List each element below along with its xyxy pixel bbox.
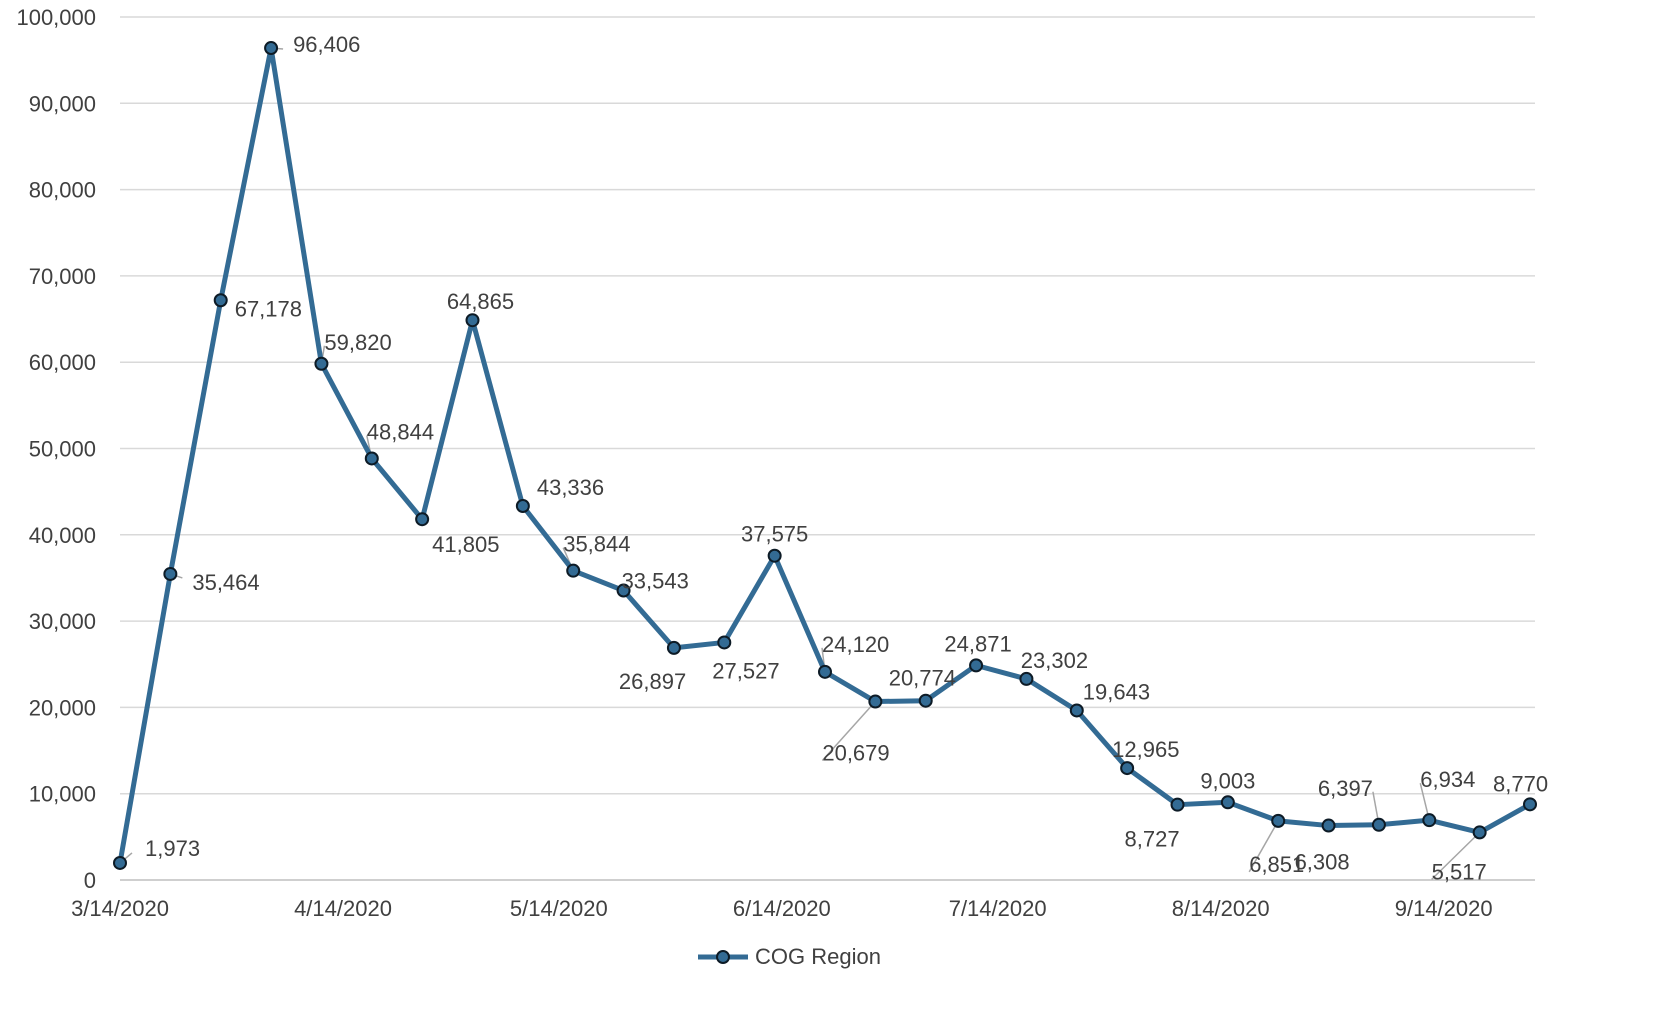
y-tick-label: 40,000 xyxy=(29,523,96,548)
data-point xyxy=(515,499,530,514)
data-label: 6,851 xyxy=(1249,852,1304,877)
y-tick-label: 0 xyxy=(84,868,96,893)
data-labels: 1,973 35,464 67,178 96,406 59,820 48,844 41,80… xyxy=(145,32,1548,884)
data-point xyxy=(616,583,631,598)
data-label: 41,805 xyxy=(432,532,499,557)
data-label: 5,517 xyxy=(1432,859,1487,884)
legend: COG Region xyxy=(698,944,881,969)
x-tick-label: 4/14/2020 xyxy=(294,896,392,921)
data-point xyxy=(465,313,480,328)
legend-marker-swatch xyxy=(716,950,730,964)
data-label: 8,727 xyxy=(1125,827,1180,852)
gridlines xyxy=(120,16,1535,795)
data-point xyxy=(1170,797,1185,812)
data-point xyxy=(868,694,883,709)
data-point xyxy=(113,855,127,870)
y-tick-label: 70,000 xyxy=(29,264,96,289)
data-label: 1,973 xyxy=(145,836,200,861)
data-label: 20,679 xyxy=(822,741,889,766)
data-point xyxy=(314,356,329,371)
series-markers xyxy=(113,41,1537,870)
data-point xyxy=(1220,795,1235,810)
x-tick-label: 7/14/2020 xyxy=(949,896,1047,921)
y-tick-label: 30,000 xyxy=(29,609,96,634)
data-label: 64,865 xyxy=(447,289,514,314)
data-point xyxy=(213,293,228,308)
label-leader-lines xyxy=(119,47,1481,880)
data-point xyxy=(1271,813,1286,828)
label-leader-line xyxy=(1248,820,1279,873)
y-tick-label: 10,000 xyxy=(29,782,96,807)
data-label: 6,934 xyxy=(1420,767,1475,792)
y-tick-label: 50,000 xyxy=(29,437,96,462)
data-label: 8,770 xyxy=(1493,771,1548,796)
data-point xyxy=(163,566,178,581)
data-label: 96,406 xyxy=(293,32,360,57)
data-label: 59,820 xyxy=(324,330,391,355)
data-label: 35,464 xyxy=(192,570,259,595)
data-label: 9,003 xyxy=(1200,768,1255,793)
y-tick-label: 60,000 xyxy=(29,350,96,375)
y-tick-label: 100,000 xyxy=(16,5,96,30)
data-point xyxy=(1069,703,1084,718)
x-axis-tick-labels: 3/14/2020 4/14/2020 5/14/2020 6/14/2020 7/14… xyxy=(71,896,1493,921)
x-tick-label: 3/14/2020 xyxy=(71,896,169,921)
data-label: 6,308 xyxy=(1295,850,1350,875)
x-tick-label: 9/14/2020 xyxy=(1395,896,1493,921)
data-point xyxy=(364,451,379,466)
data-label: 24,871 xyxy=(944,631,1011,656)
data-point xyxy=(264,41,279,56)
data-label: 19,643 xyxy=(1083,679,1150,704)
data-label: 43,336 xyxy=(537,475,604,500)
data-label: 67,178 xyxy=(235,296,302,321)
data-point xyxy=(818,664,832,679)
data-point xyxy=(1472,825,1487,840)
x-tick-label: 6/14/2020 xyxy=(733,896,831,921)
y-axis-tick-labels: 0 10,000 20,000 30,000 40,000 50,000 60,000 70,… xyxy=(16,5,96,893)
data-label: 27,527 xyxy=(712,658,779,683)
data-label: 35,844 xyxy=(563,532,630,557)
data-point xyxy=(1371,817,1386,832)
legend-label: COG Region xyxy=(755,944,881,969)
data-label: 37,575 xyxy=(741,522,808,547)
data-point xyxy=(1019,671,1034,686)
y-tick-label: 90,000 xyxy=(29,91,96,116)
data-point xyxy=(1523,797,1537,812)
data-label: 24,120 xyxy=(822,632,889,657)
label-leader-line xyxy=(821,701,876,762)
data-point xyxy=(918,693,933,708)
data-label: 26,897 xyxy=(619,669,686,694)
label-leader-line xyxy=(1431,831,1481,880)
data-label: 33,543 xyxy=(622,569,689,594)
data-point xyxy=(1120,761,1135,776)
data-point xyxy=(666,640,681,655)
data-label: 48,844 xyxy=(367,419,434,444)
data-label: 12,965 xyxy=(1112,737,1179,762)
y-tick-label: 20,000 xyxy=(29,695,96,720)
data-label: 6,397 xyxy=(1318,776,1373,801)
data-point xyxy=(566,563,581,578)
data-point xyxy=(1422,813,1437,828)
data-point xyxy=(415,512,430,527)
data-point xyxy=(767,548,782,563)
data-point xyxy=(1321,818,1336,833)
data-point xyxy=(717,635,732,650)
data-label: 20,774 xyxy=(889,666,956,691)
y-tick-label: 80,000 xyxy=(29,178,96,203)
x-tick-label: 5/14/2020 xyxy=(510,896,608,921)
x-tick-label: 8/14/2020 xyxy=(1172,896,1270,921)
data-label: 23,302 xyxy=(1021,648,1088,673)
data-point xyxy=(969,658,984,673)
